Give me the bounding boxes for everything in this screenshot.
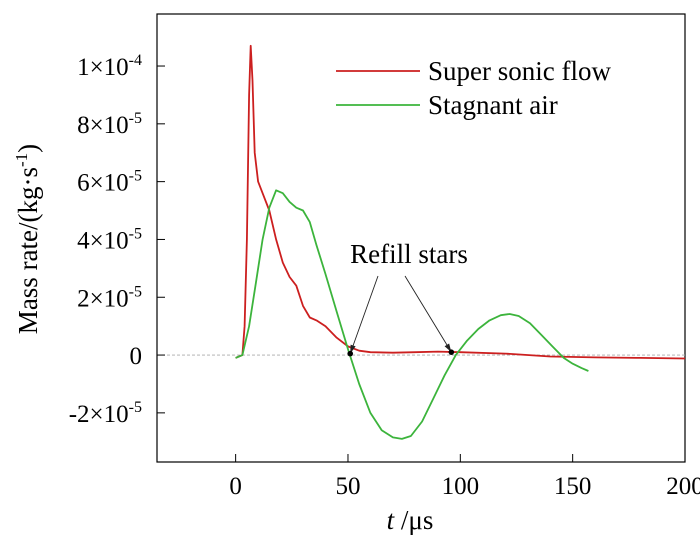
y-tick-label: -2×10-5 bbox=[69, 399, 142, 428]
legend: Super sonic flow Stagnant air bbox=[336, 56, 611, 120]
refill-annotation: Refill stars bbox=[347, 239, 468, 357]
x-tick-label: 200 bbox=[666, 473, 700, 500]
x-tick-label: 150 bbox=[554, 473, 592, 500]
x-axis-label: t /μs bbox=[387, 505, 434, 535]
y-tick-label: 8×10-5 bbox=[77, 110, 142, 139]
series-lines bbox=[235, 44, 686, 440]
series-line-stagnant-air bbox=[235, 189, 589, 440]
refill-start-marker bbox=[448, 349, 455, 355]
y-tick-label: 4×10-5 bbox=[77, 225, 142, 254]
x-tick-label: 100 bbox=[442, 473, 480, 500]
x-tick-label: 50 bbox=[335, 473, 360, 500]
legend-label: Super sonic flow bbox=[428, 56, 611, 86]
x-tick-label: 0 bbox=[229, 473, 242, 500]
y-tick-label: 2×10-5 bbox=[77, 283, 142, 312]
legend-label: Stagnant air bbox=[428, 90, 558, 120]
y-tick-label: 6×10-5 bbox=[77, 168, 142, 197]
refill-start-marker bbox=[347, 350, 354, 357]
y-tick-label: 0 bbox=[130, 343, 143, 370]
axis-ticks: 0 50 100 150 200 -2×10-5 0 2×10-5 4×10-5 6×10-5 8×… bbox=[69, 52, 700, 500]
annotation-label: Refill stars bbox=[350, 239, 468, 269]
y-axis-label: Mass rate/(kg·s-1) bbox=[12, 144, 43, 334]
y-tick-label: 1×10-4 bbox=[77, 52, 142, 81]
annotation-arrow bbox=[349, 275, 379, 354]
plot-frame bbox=[156, 13, 686, 463]
series-line-super-sonic-flow bbox=[235, 44, 686, 360]
annotation-arrow bbox=[404, 275, 452, 353]
